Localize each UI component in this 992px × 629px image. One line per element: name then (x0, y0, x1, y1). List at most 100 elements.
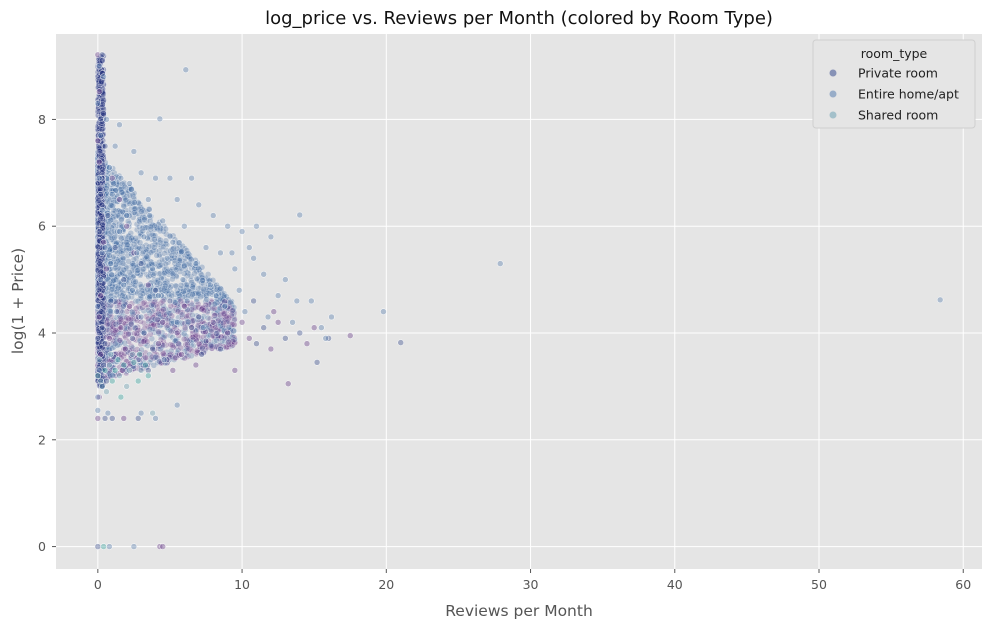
legend-label: Shared room (858, 108, 938, 123)
data-point (143, 338, 151, 345)
data-point (217, 249, 224, 257)
data-point (100, 110, 107, 117)
data-point (104, 212, 112, 219)
data-point (168, 320, 175, 327)
data-point (322, 335, 329, 342)
data-point (119, 292, 126, 299)
y-axis-label: log(1 + Price) (9, 248, 27, 354)
data-point (181, 303, 188, 310)
data-point (293, 297, 301, 305)
data-point (106, 164, 113, 171)
data-point (200, 285, 207, 293)
data-point (139, 266, 147, 273)
data-point (225, 338, 232, 346)
data-point (106, 361, 113, 369)
data-point (205, 290, 213, 297)
data-point (145, 315, 152, 323)
data-point (97, 268, 104, 275)
data-point (120, 303, 127, 310)
data-point (173, 196, 181, 203)
data-point (122, 196, 130, 204)
data-point (117, 324, 125, 331)
data-point (98, 51, 106, 59)
data-point (153, 252, 160, 259)
chart-title: log_price vs. Reviews per Month (colored… (265, 8, 773, 29)
data-point (119, 254, 127, 262)
data-point (238, 228, 246, 235)
data-point (134, 415, 142, 422)
data-point (159, 543, 166, 550)
data-point (264, 313, 272, 321)
data-point (282, 276, 289, 283)
data-point (207, 281, 214, 289)
data-point (125, 293, 132, 301)
data-point (137, 169, 145, 177)
data-point (175, 239, 183, 246)
data-point (235, 287, 243, 294)
data-point (137, 313, 145, 321)
data-point (130, 543, 138, 550)
legend-marker (829, 69, 837, 77)
data-point (109, 190, 116, 198)
data-point (204, 271, 212, 278)
legend-marker (829, 111, 837, 119)
data-point (212, 300, 219, 307)
data-point (224, 329, 231, 337)
data-point (126, 180, 133, 187)
data-point (95, 286, 103, 294)
data-point (101, 367, 109, 374)
data-point (107, 297, 115, 305)
data-point (173, 319, 181, 326)
data-point (175, 340, 182, 348)
data-point (204, 314, 212, 322)
data-point (496, 260, 504, 267)
data-point (169, 342, 176, 349)
data-point (100, 238, 107, 246)
data-point (101, 415, 109, 422)
y-tick-label: 2 (38, 432, 46, 447)
x-tick-label: 20 (378, 577, 394, 592)
data-point (101, 244, 109, 251)
data-point (109, 174, 116, 182)
data-point (260, 271, 267, 278)
data-point (181, 222, 188, 230)
data-point (218, 337, 226, 345)
data-point (146, 212, 154, 219)
data-point (132, 278, 139, 285)
data-point (146, 326, 154, 333)
data-point (227, 299, 234, 306)
data-point (94, 372, 102, 379)
data-point (129, 335, 136, 342)
data-point (231, 265, 239, 273)
data-point (163, 230, 170, 238)
data-point (96, 185, 104, 192)
data-point (178, 351, 185, 358)
data-point (129, 351, 136, 358)
data-point (94, 407, 102, 414)
data-point (117, 174, 125, 182)
data-point (132, 305, 140, 312)
data-point (139, 299, 147, 307)
data-point (166, 232, 174, 240)
data-point (166, 310, 174, 317)
data-point (152, 415, 159, 422)
data-point (94, 137, 102, 145)
data-point (126, 367, 133, 374)
data-point (107, 308, 114, 315)
data-point (96, 158, 103, 166)
data-point (152, 354, 160, 361)
data-point (173, 245, 181, 252)
data-point (125, 258, 132, 265)
data-point (149, 265, 156, 273)
data-point (223, 313, 231, 320)
data-point (169, 238, 177, 246)
data-point (149, 345, 156, 353)
data-point (217, 345, 224, 353)
data-point (146, 293, 153, 301)
data-point (97, 276, 104, 283)
data-point (202, 337, 210, 345)
data-point (96, 88, 103, 95)
data-point (103, 116, 110, 123)
data-point (100, 73, 107, 80)
data-point (130, 241, 138, 248)
